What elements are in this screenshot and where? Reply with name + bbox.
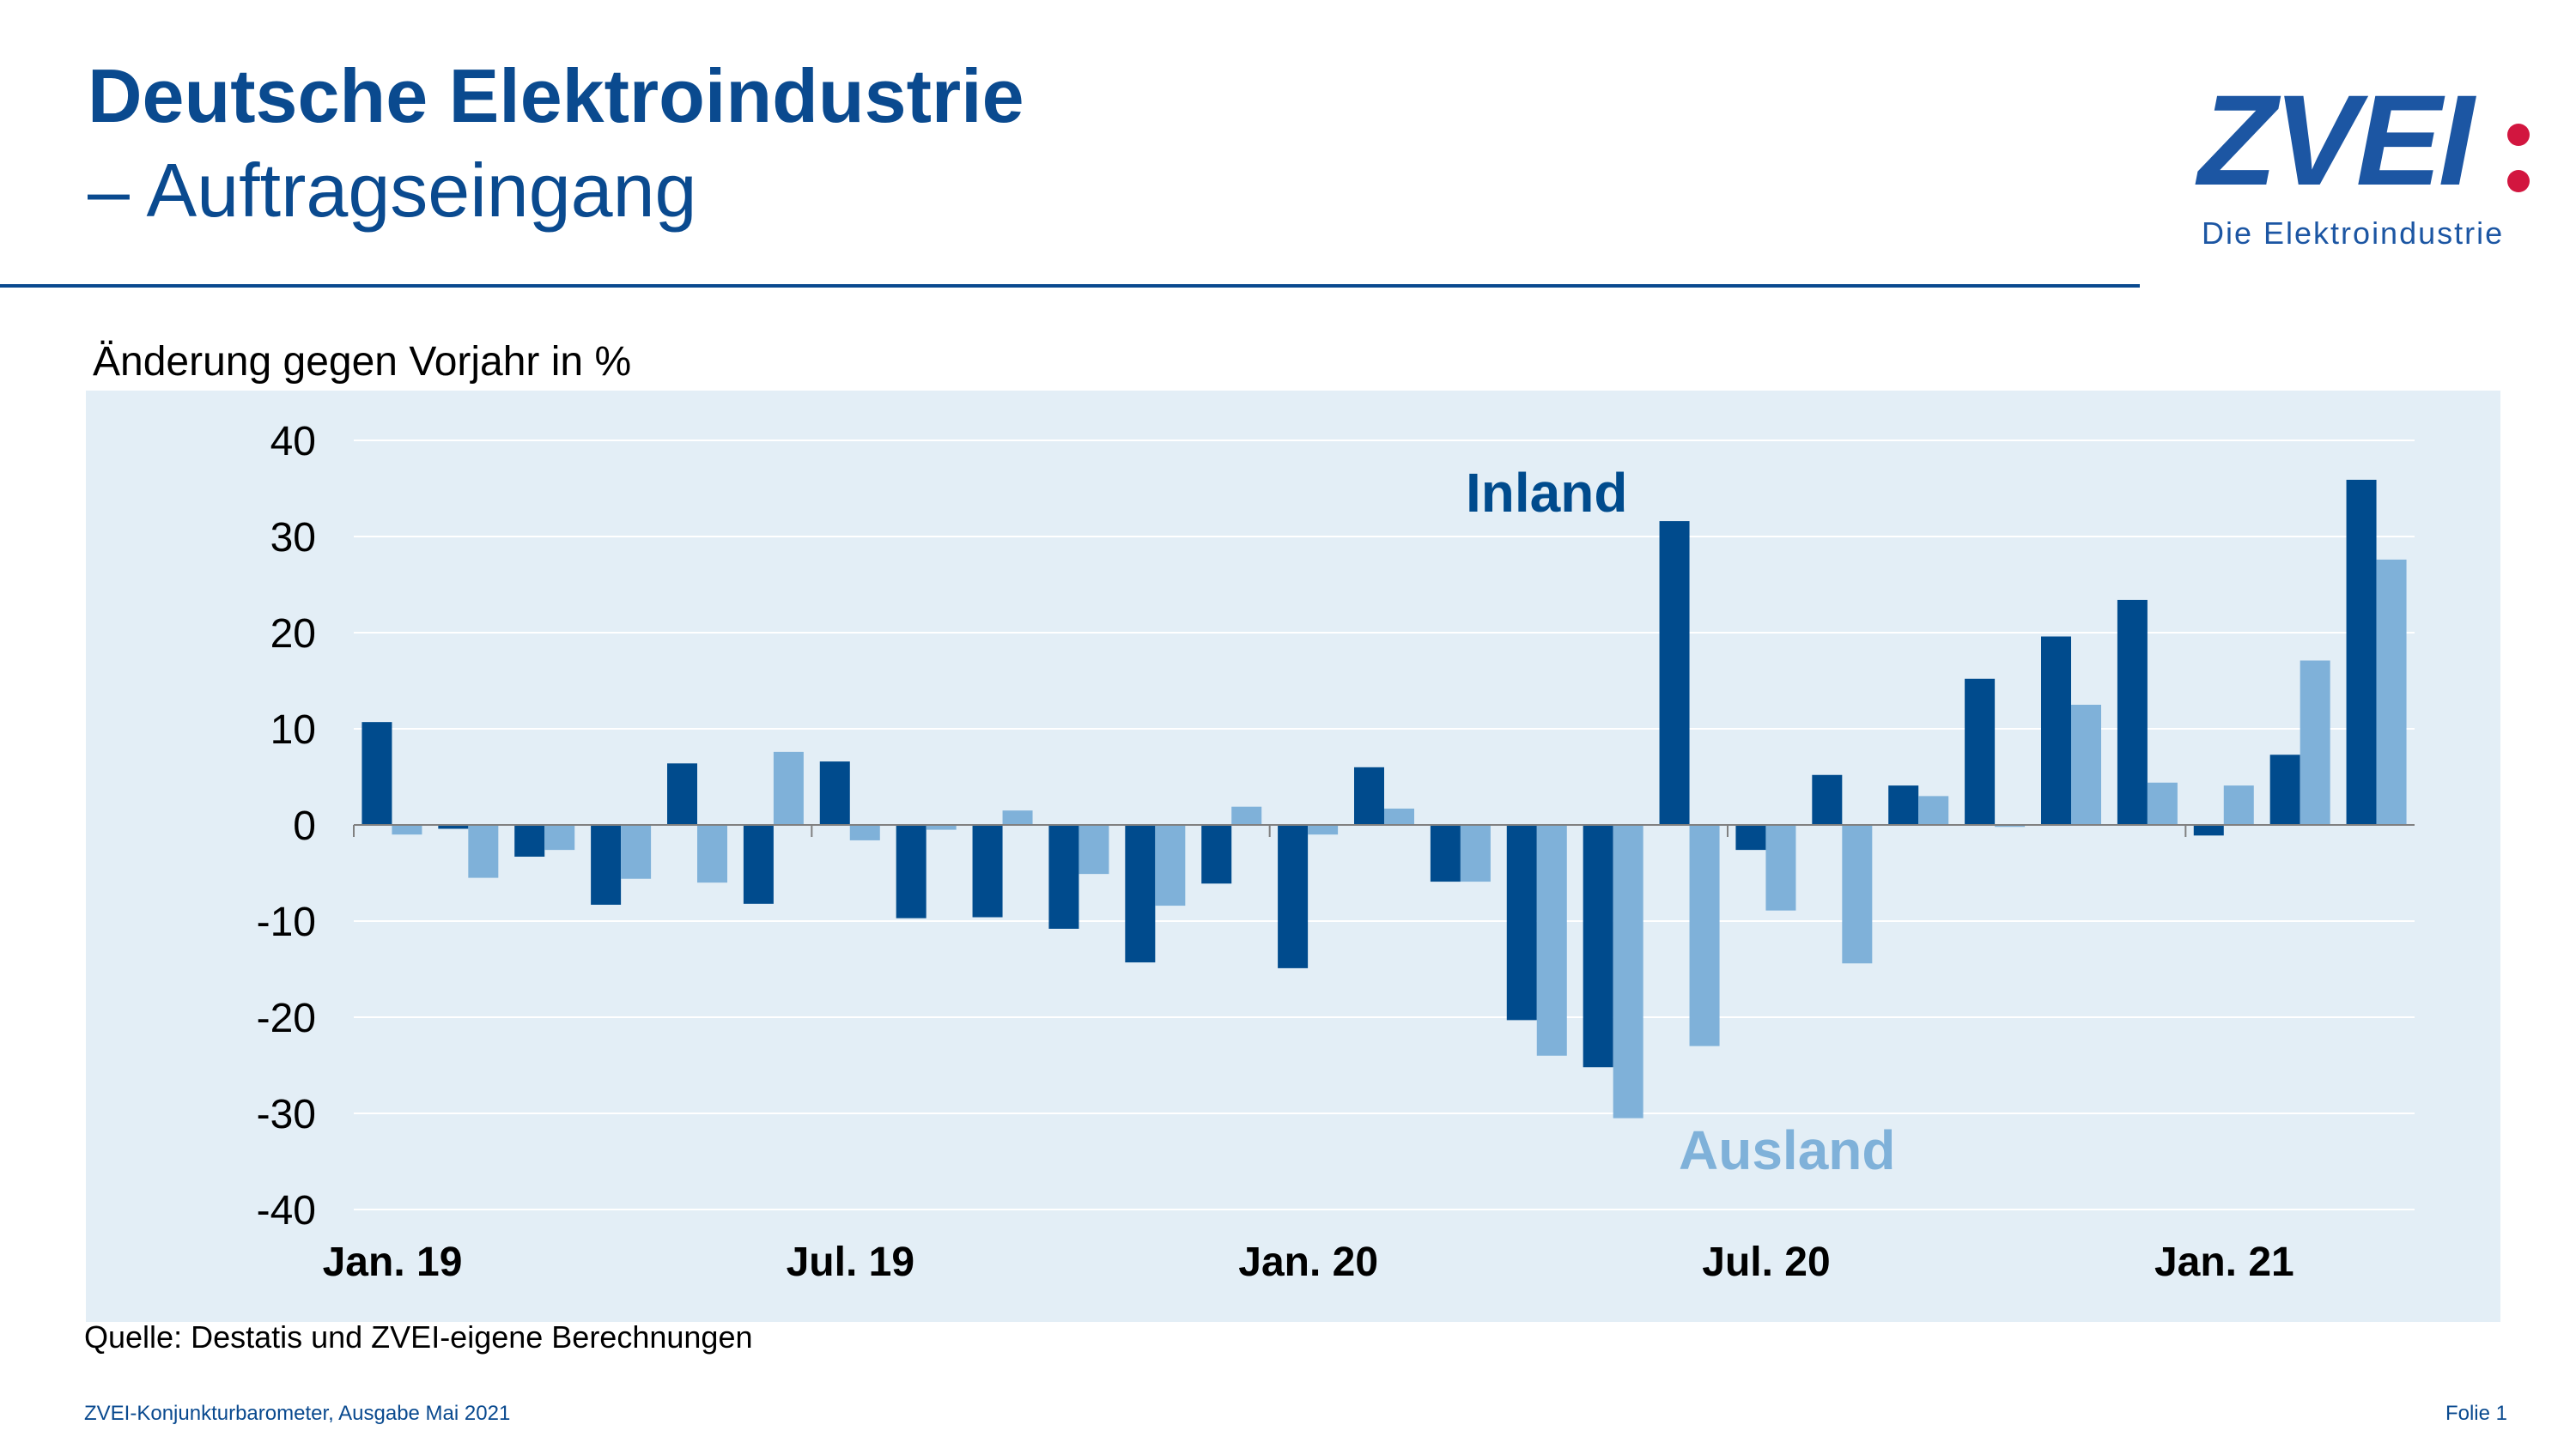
source-note: Quelle: Destatis und ZVEI-eigene Berechn… — [84, 1319, 753, 1355]
footer-slide-number: Folie 1 — [2445, 1402, 2507, 1425]
bar-inland — [972, 825, 1003, 918]
bar-ausland — [2147, 782, 2178, 825]
bar-inland — [2346, 479, 2377, 825]
y-tick-label: -30 — [257, 1092, 316, 1137]
bar-inland — [2041, 636, 2071, 825]
bar-inland — [438, 825, 469, 829]
bar-inland — [1201, 825, 1232, 884]
bar-inland — [1125, 825, 1156, 963]
bar-ausland — [621, 825, 652, 879]
logo-tagline: Die Elektroindustrie — [2202, 215, 2505, 251]
bar-ausland — [2223, 785, 2254, 825]
bar-ausland — [1460, 825, 1491, 882]
bar-inland — [591, 825, 622, 905]
bar-ausland — [392, 825, 422, 835]
bar-ausland — [1995, 825, 2026, 828]
x-tick-label: Jul. 19 — [787, 1240, 914, 1285]
bar-inland — [514, 825, 545, 857]
bar-ausland — [1689, 825, 1720, 1046]
bar-ausland — [697, 825, 727, 883]
y-axis-label: Änderung gegen Vorjahr in % — [93, 339, 632, 385]
bar-inland — [743, 825, 774, 904]
bar-inland — [2117, 599, 2148, 825]
bar-inland — [1659, 521, 1690, 825]
x-tick-label: Jan. 21 — [2154, 1240, 2294, 1285]
bar-ausland — [926, 825, 957, 830]
footer-publication: ZVEI-Konjunkturbarometer, Ausgabe Mai 20… — [84, 1402, 511, 1425]
bar-ausland — [1765, 825, 1796, 911]
bar-inland — [896, 825, 927, 919]
page-title: Deutsche Elektroindustrie — [88, 53, 1024, 138]
logo-dot-bottom — [2507, 170, 2530, 192]
bar-ausland — [1002, 810, 1033, 825]
y-tick-label: 20 — [270, 611, 316, 657]
y-tick-label: 30 — [270, 515, 316, 561]
bar-ausland — [544, 825, 575, 851]
y-tick-label: -40 — [257, 1188, 316, 1234]
y-tick-label: 0 — [293, 803, 316, 849]
bar-ausland — [1536, 825, 1567, 1056]
bar-ausland — [1613, 825, 1643, 1119]
bar-ausland — [1384, 808, 1414, 825]
bar-ausland — [1308, 825, 1339, 835]
page-subtitle: – Auftragseingang — [88, 148, 697, 233]
bar-inland — [1735, 825, 1766, 851]
y-tick-label: -10 — [257, 900, 316, 945]
bar-ausland — [2300, 660, 2330, 825]
bar-ausland — [2071, 705, 2101, 825]
bar-inland — [1965, 678, 1996, 825]
bar-inland — [1430, 825, 1461, 882]
y-tick-label: -20 — [257, 996, 316, 1041]
bar-inland — [2193, 825, 2224, 836]
bar-ausland — [1078, 825, 1109, 875]
bar-inland — [1888, 785, 1919, 825]
y-tick-label: 10 — [270, 707, 316, 753]
bar-inland — [1812, 774, 1843, 825]
bar-inland — [1048, 825, 1079, 929]
title-divider — [0, 284, 2140, 288]
bar-inland — [1583, 825, 1613, 1068]
bar-ausland — [1155, 825, 1186, 906]
bar-inland — [361, 722, 392, 825]
bar-ausland — [1231, 806, 1262, 825]
x-tick-label: Jan. 20 — [1238, 1240, 1378, 1285]
bar-inland — [1354, 767, 1384, 825]
bar-ausland — [849, 825, 880, 840]
logo-dot-top — [2507, 124, 2530, 146]
bar-ausland — [773, 751, 804, 825]
bar-inland — [1278, 825, 1309, 968]
y-tick-label: 40 — [270, 419, 316, 464]
bar-inland — [819, 761, 850, 825]
logo-wordmark: ZVEI — [2198, 68, 2474, 212]
zvei-logo: ZVEI Die Elektroindustrie — [2198, 76, 2542, 256]
series-label-inland: Inland — [1466, 462, 1627, 524]
x-tick-label: Jan. 19 — [323, 1240, 463, 1285]
bar-ausland — [1918, 796, 1949, 825]
bar-inland — [667, 763, 697, 825]
bar-ausland — [1842, 825, 1873, 964]
bar-inland — [2269, 755, 2300, 825]
series-label-ausland: Ausland — [1679, 1119, 1895, 1181]
bar-inland — [1506, 825, 1537, 1021]
bar-ausland — [2376, 559, 2407, 825]
bar-ausland — [468, 825, 499, 878]
x-tick-label: Jul. 20 — [1702, 1240, 1830, 1285]
